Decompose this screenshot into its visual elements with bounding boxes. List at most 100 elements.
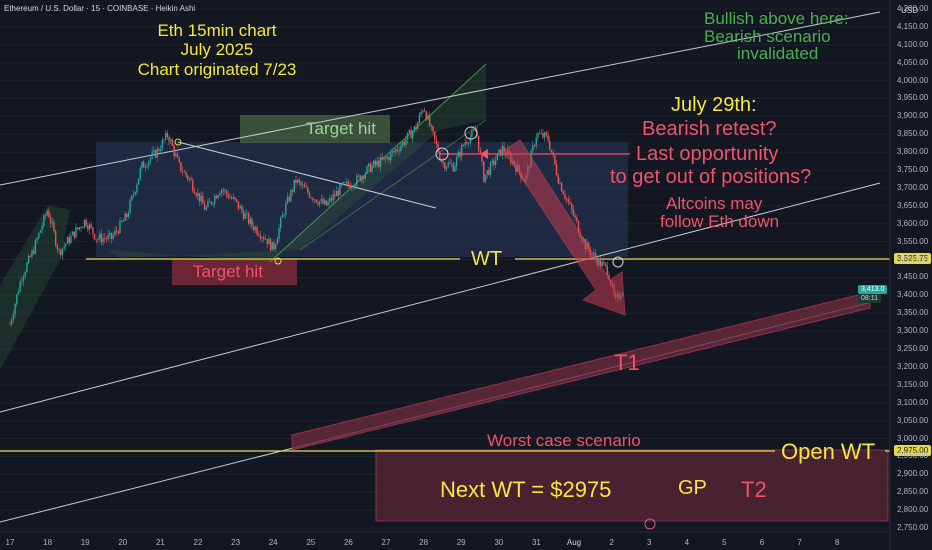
time-tick-label: 3 (646, 538, 652, 547)
candle-down (291, 190, 294, 192)
candle-down (322, 198, 324, 204)
candle-up (427, 115, 429, 120)
candle-down (378, 160, 380, 168)
price-tick-label: 4,050.00 (897, 57, 929, 67)
candle-up (327, 201, 329, 206)
candle-up (132, 194, 135, 196)
candle-up (366, 166, 368, 174)
candle-down (266, 239, 268, 245)
candle-down (73, 231, 75, 238)
candle-down (437, 143, 439, 153)
candle-down (393, 151, 395, 152)
price-tick-label: 4,150.00 (897, 21, 929, 31)
candle-up (486, 170, 488, 175)
candle-up (46, 211, 48, 216)
candle-up (144, 166, 147, 168)
candle-up (10, 319, 13, 325)
candle-down (158, 148, 160, 151)
altcoins-label: follow Eth down (660, 212, 780, 231)
candle-down (384, 157, 387, 159)
price-tick-label: 3,750.00 (897, 165, 929, 175)
candle-down (450, 163, 453, 165)
candle-up (494, 160, 497, 165)
candle-down (236, 199, 238, 202)
candle-down (423, 110, 426, 112)
candle-down (305, 187, 307, 188)
candle-up (559, 182, 561, 184)
candle-up (19, 281, 21, 292)
candle-down (181, 171, 184, 173)
candle-up (261, 237, 263, 239)
candle-up (137, 178, 140, 185)
price-tick-label: 3,850.00 (897, 129, 929, 139)
candle-up (386, 157, 389, 159)
candle-down (308, 192, 311, 198)
time-tick-label: 28 (419, 538, 429, 547)
price-tick-label: 3,700.00 (897, 182, 929, 192)
price-tick-label: 3,150.00 (897, 379, 929, 389)
time-tick-label: 29 (456, 538, 466, 547)
time-tick-label: 4 (684, 538, 690, 547)
candle-down (552, 152, 554, 156)
price-tick-label: 3,250.00 (897, 344, 929, 354)
candle-down (93, 233, 96, 240)
candle-down (298, 179, 301, 183)
candle-up (24, 272, 26, 277)
candle-up (188, 178, 191, 180)
candle-down (440, 159, 443, 162)
candle-up (22, 276, 25, 282)
candle-down (428, 115, 431, 126)
candle-up (36, 238, 38, 241)
candle-up (141, 161, 143, 169)
candle-down (444, 163, 446, 169)
candle-up (27, 255, 30, 264)
price-tick-label: 3,300.00 (897, 326, 929, 336)
candle-down (56, 245, 59, 250)
candle-up (83, 219, 86, 227)
candle-down (44, 215, 47, 217)
candle-up (107, 234, 109, 239)
candle-down (362, 176, 365, 179)
time-tick-label: 7 (797, 538, 802, 547)
touch-marker (174, 138, 182, 146)
candle-up (361, 176, 363, 181)
candle-up (12, 314, 15, 320)
price-tick-label: 3,600.00 (897, 218, 929, 228)
time-tick-label: 31 (531, 538, 541, 547)
current-price-tag: 3,413.0 (858, 285, 888, 294)
candle-down (577, 220, 580, 233)
candle-down (410, 130, 412, 139)
candle-down (252, 225, 255, 231)
candle-down (334, 194, 336, 197)
candle-down (190, 178, 192, 181)
candle-down (49, 217, 52, 224)
candle-up (271, 242, 273, 251)
candle-down (483, 161, 485, 182)
candle-down (403, 141, 405, 145)
candle-down (222, 189, 224, 191)
candle-up (14, 303, 16, 315)
candle-up (501, 145, 504, 156)
candle-up (356, 175, 358, 186)
candle-up (418, 114, 421, 123)
price-tick-label: 3,950.00 (897, 93, 929, 103)
channel-line (299, 119, 487, 251)
price-tick-label: 3,400.00 (897, 290, 929, 300)
bearish-retest-label: Bearish retest? (642, 118, 777, 140)
candle-up (390, 152, 392, 161)
candle-down (241, 206, 243, 212)
candle-up (61, 248, 64, 256)
candle-down (100, 233, 103, 243)
replay-icon[interactable] (644, 518, 656, 530)
candle-up (276, 238, 279, 245)
candle-up (405, 139, 407, 145)
candle-up (88, 224, 91, 230)
candle-up (281, 214, 284, 218)
candle-up (498, 149, 500, 154)
candle-up (31, 250, 33, 257)
candle-up (254, 227, 257, 231)
candle-up (540, 132, 542, 134)
gp-label: GP (678, 477, 707, 499)
candle-down (374, 160, 377, 165)
